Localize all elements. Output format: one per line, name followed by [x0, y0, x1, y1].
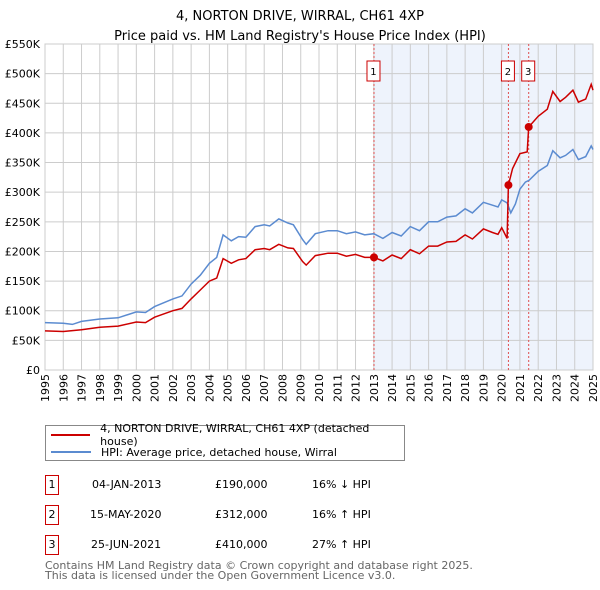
sale-marker-box: 2 [45, 505, 59, 525]
x-tick-label: 2009 [295, 374, 308, 402]
legend-label: 4, NORTON DRIVE, WIRRAL, CH61 4XP (detac… [100, 422, 370, 448]
sale-point [369, 253, 378, 262]
y-tick-label: £50K [12, 334, 41, 347]
y-tick-label: £350K [5, 157, 41, 170]
x-tick-label: 1999 [112, 374, 125, 402]
x-tick-label: 2005 [222, 374, 235, 402]
x-tick-label: 2004 [203, 374, 216, 402]
y-tick-label: £0 [26, 364, 40, 377]
sale-date: 25-JUN-2021 [91, 538, 162, 551]
sale-hpi: 16% ↑ HPI [312, 508, 371, 521]
sale-marker-box: 3 [45, 535, 59, 555]
sale-label: 2 [505, 67, 511, 78]
y-tick-label: £100K [5, 305, 41, 318]
sale-label-box [521, 60, 536, 82]
plot-frame [44, 43, 594, 371]
sale-price: £190,000 [215, 478, 268, 491]
chart-subtitle: Price paid vs. HM Land Registry's House … [114, 29, 486, 44]
sale-row: 3 25-JUN-2021 £410,000 27% ↑ HPI [45, 535, 445, 557]
chart-title: 4, NORTON DRIVE, WIRRAL, CH61 4XP [175, 9, 425, 24]
y-tick-label: £150K [5, 275, 41, 288]
sale-marker-box: 1 [45, 475, 59, 495]
x-tick-label: 2017 [441, 374, 454, 402]
x-tick-label: 2013 [368, 374, 381, 402]
x-tick-label: 2003 [185, 374, 198, 402]
sale-hpi: 27% ↑ HPI [312, 538, 371, 551]
x-tick-label: 2002 [167, 374, 180, 402]
x-tick-label: 1997 [76, 374, 89, 402]
y-tick-label: £500K [5, 68, 41, 81]
y-tick-label: £200K [5, 245, 41, 258]
y-tick-label: £400K [5, 127, 41, 140]
x-tick-label: 2012 [350, 374, 363, 402]
price-line [44, 81, 594, 333]
x-tick-label: 1996 [57, 374, 70, 402]
sale-label-box [366, 60, 381, 82]
sale-label: 3 [525, 67, 531, 78]
x-tick-label: 1998 [94, 374, 107, 402]
sale-date: 15-MAY-2020 [90, 508, 162, 521]
x-tick-label: 2010 [313, 374, 326, 402]
legend: 4, NORTON DRIVE, WIRRAL, CH61 4XP (detac… [45, 422, 405, 461]
y-tick-label: £300K [5, 186, 41, 199]
legend-item-property: 4, NORTON DRIVE, WIRRAL, CH61 4XP (detac… [51, 422, 404, 448]
sale-row: 2 15-MAY-2020 £312,000 16% ↑ HPI [45, 505, 445, 527]
hpi-line [44, 144, 594, 326]
plot-area: 1995 1996 1997 1998 1999 2000 2001 2002 2003 2004… [5, 38, 600, 402]
x-tick-label: 2024 [569, 374, 582, 402]
x-tick-label: 2015 [404, 374, 417, 402]
sale-label: 1 [370, 67, 376, 78]
sale-date: 04-JAN-2013 [92, 478, 162, 491]
x-tick-label: 2022 [532, 374, 545, 402]
x-tick-label: 2023 [550, 374, 563, 402]
x-tick-label: 2016 [423, 374, 436, 402]
x-tick-label: 2020 [496, 374, 509, 402]
sale-price: £312,000 [215, 508, 268, 521]
x-tick-label: 2025 [587, 374, 600, 402]
legend-item-hpi: HPI: Average price, detached house, Wirr… [51, 444, 337, 460]
footer-copyright: Contains HM Land Registry data © Crown c… [45, 559, 473, 572]
x-tick-label: 2008 [276, 374, 289, 402]
x-tick-label: 2007 [258, 374, 271, 402]
x-tick-label: 2014 [386, 374, 399, 402]
sale-point [524, 122, 533, 131]
x-tick-label: 2001 [149, 374, 162, 402]
legend-swatch-red [51, 434, 91, 436]
y-tick-label: £450K [5, 97, 41, 110]
sale-price: £410,000 [215, 538, 268, 551]
x-tick-label: 2011 [331, 374, 344, 402]
sale-point [504, 181, 513, 190]
legend-label: HPI: Average price, detached house, Wirr… [101, 445, 337, 459]
x-tick-label: 2000 [130, 374, 143, 402]
sale-label-box [500, 60, 515, 82]
x-tick-label: 2018 [459, 374, 472, 402]
x-tick-label: 2021 [514, 374, 527, 402]
y-tick-label: £250K [5, 216, 41, 229]
x-tick-label: 1995 [39, 374, 52, 402]
x-tick-label: 2019 [477, 374, 490, 402]
sale-row: 1 04-JAN-2013 £190,000 16% ↓ HPI [45, 475, 445, 497]
x-tick-label: 2006 [240, 374, 253, 402]
footer-licence: This data is licensed under the Open Gov… [45, 569, 396, 582]
y-tick-label: £550K [5, 38, 41, 51]
sale-hpi: 16% ↓ HPI [312, 478, 371, 491]
legend-swatch-blue [51, 451, 91, 453]
